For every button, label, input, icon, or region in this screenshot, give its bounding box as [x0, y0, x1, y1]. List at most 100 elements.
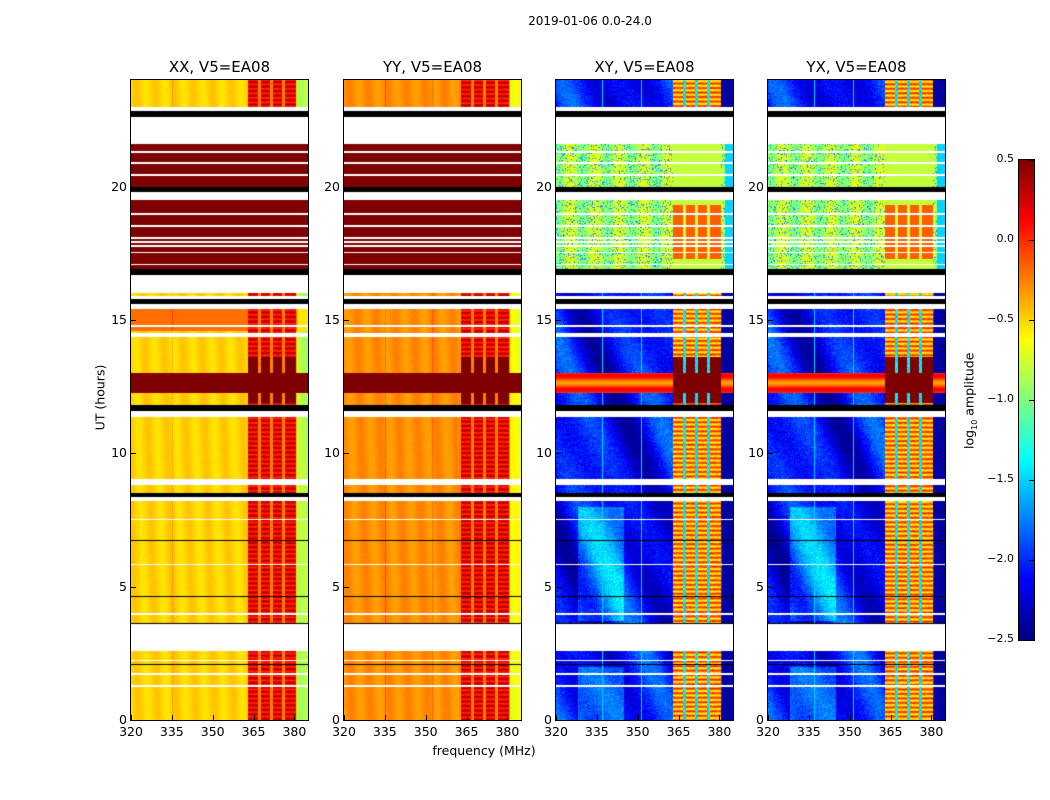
colorbar-tick: −2.5	[987, 632, 1034, 645]
y-tick-label: 5	[119, 578, 127, 594]
figure-title: 2019-01-06 0.0-24.0	[528, 14, 652, 28]
colorbar-tick-label: 0.0	[996, 232, 1015, 245]
y-tick-mark	[768, 320, 773, 321]
colorbar-tick-mark	[1029, 400, 1034, 401]
y-tick-label: 20	[324, 178, 340, 194]
colorbar-gradient	[1019, 160, 1034, 640]
x-tick-label: 350	[837, 724, 862, 739]
y-tick-mark	[344, 186, 349, 188]
y-tick-label: 0	[756, 712, 764, 727]
x-tick-mark	[678, 715, 680, 720]
y-tick-label: 5	[544, 578, 552, 594]
x-tick-mark	[507, 715, 509, 720]
y-tick-mark	[131, 320, 136, 321]
panel-title: XX, V5=EA08	[168, 58, 271, 76]
x-tick-mark	[253, 715, 255, 720]
y-tick-label: 0	[332, 712, 340, 727]
y-tick-mark	[131, 586, 136, 588]
x-tick-mark	[171, 715, 173, 720]
colorbar-tick-mark	[1029, 560, 1034, 561]
y-tick-mark	[344, 320, 349, 321]
colorbar-tick: 0.0	[997, 232, 1034, 245]
x-tick-label: 350	[413, 724, 438, 739]
x-tick-label: 365	[241, 724, 266, 739]
colorbar-tick-label: −2.0	[987, 552, 1014, 565]
y-tick-mark	[344, 453, 349, 455]
x-tick-label: 365	[666, 724, 691, 739]
y-tick-mark	[556, 320, 561, 321]
y-tick-label: 15	[536, 312, 552, 327]
y-tick-mark	[556, 453, 561, 455]
y-tick-label: 0	[119, 712, 127, 727]
colorbar-label-sub: 10	[969, 419, 979, 430]
x-tick-label: 335	[372, 724, 397, 739]
x-tick-label: 365	[878, 724, 903, 739]
heatmap-cells	[556, 80, 733, 720]
panel-title: XY, V5=EA08	[594, 58, 695, 76]
colorbar-tick-label: −0.5	[987, 312, 1014, 325]
colorbar-tick-label: −2.5	[987, 632, 1014, 645]
x-tick-mark	[849, 715, 851, 720]
colorbar-tick: −2.0	[987, 552, 1034, 565]
colorbar-tick-mark	[1029, 160, 1034, 161]
y-tick-mark	[131, 186, 136, 188]
x-tick-label: 380	[919, 724, 944, 739]
x-tick-mark	[931, 715, 933, 720]
x-tick-mark	[808, 715, 810, 720]
y-tick-label: 10	[324, 445, 340, 461]
waterfall-panel-xy: XY, V5=EA08 320 335 350 365 380 0 5 10 15 20	[536, 58, 734, 739]
x-tick-mark	[719, 715, 721, 720]
colorbar-tick: −0.5	[987, 312, 1034, 325]
x-tick-label: 320	[756, 724, 780, 739]
waterfall-panel-yy: YY, V5=EA08 320 335 350 365 380 0 5 10 15 20	[324, 58, 522, 739]
y-tick-label: 20	[536, 178, 552, 194]
y-tick-label: 0	[544, 712, 552, 727]
x-tick-mark	[596, 715, 598, 720]
y-tick-mark	[556, 586, 561, 588]
y-tick-mark	[556, 186, 561, 188]
x-tick-mark	[425, 715, 427, 720]
y-tick-mark	[131, 720, 136, 721]
x-tick-label: 320	[119, 724, 143, 739]
waterfall-panel-xx: XX, V5=EA08 320 335 350 365 380 0 5 10 15 20	[111, 58, 309, 739]
colorbar-label: log10 amplitude	[961, 331, 979, 471]
heatmap-cells	[768, 80, 945, 720]
y-tick-label: 20	[111, 178, 127, 194]
x-tick-mark	[344, 715, 345, 720]
x-tick-mark	[466, 715, 468, 720]
colorbar-tick-mark	[1029, 640, 1034, 641]
y-tick-label: 5	[756, 578, 764, 594]
colorbar-tick-mark	[1029, 480, 1034, 481]
x-tick-label: 380	[495, 724, 520, 739]
y-tick-label: 20	[748, 178, 764, 194]
colorbar-tick: 0.5	[997, 152, 1034, 165]
y-tick-mark	[556, 720, 561, 721]
y-tick-mark	[344, 720, 349, 721]
y-axis-label: UT (hours)	[92, 364, 108, 431]
panel-title: YX, V5=EA08	[806, 58, 907, 76]
x-tick-label: 320	[544, 724, 568, 739]
x-tick-mark	[768, 715, 769, 720]
colorbar: 0.5 0.0 −0.5 −1.0 −1.5 −2.0 −2.5	[987, 152, 1035, 645]
panel-title: YY, V5=EA08	[382, 58, 483, 76]
y-tick-mark	[768, 453, 773, 455]
x-tick-mark	[212, 715, 214, 720]
x-tick-mark	[637, 715, 639, 720]
y-tick-mark	[768, 586, 773, 588]
y-tick-label: 15	[111, 312, 127, 327]
y-tick-label: 5	[332, 578, 340, 594]
y-tick-mark	[768, 186, 773, 188]
colorbar-label-log: log	[961, 429, 977, 449]
colorbar-tick-label: −1.5	[987, 472, 1014, 485]
y-tick-mark	[344, 586, 349, 588]
heatmap-cells	[344, 80, 521, 720]
y-tick-mark	[768, 720, 773, 721]
colorbar-tick-mark	[1029, 240, 1034, 241]
x-axis-label: frequency (MHz)	[432, 743, 536, 758]
y-tick-label: 15	[748, 312, 764, 327]
x-tick-mark	[384, 715, 386, 720]
y-tick-label: 10	[111, 445, 127, 461]
y-tick-label: 10	[748, 445, 764, 461]
heatmap-cells	[131, 80, 308, 720]
x-tick-label: 350	[200, 724, 225, 739]
